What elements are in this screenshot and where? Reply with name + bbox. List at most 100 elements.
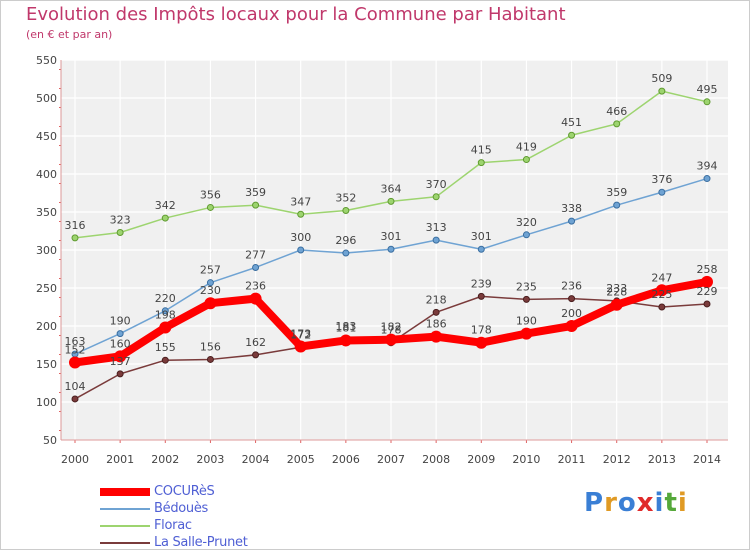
data-label: 190: [110, 315, 131, 328]
data-label: 347: [290, 195, 311, 208]
data-label: 356: [200, 188, 221, 201]
data-label: 277: [245, 248, 266, 261]
data-label: 258: [697, 263, 718, 276]
brand-letter: t: [664, 488, 678, 518]
data-label: 172: [290, 328, 311, 341]
data-label: 230: [200, 284, 221, 297]
y-tick-label: 500: [36, 92, 57, 105]
data-point: [568, 217, 576, 225]
data-point: [249, 292, 262, 305]
data-label: 394: [697, 160, 718, 173]
data-point: [69, 356, 81, 369]
data-label: 104: [65, 380, 86, 393]
data-point: [297, 210, 305, 218]
y-tick-label: 200: [36, 320, 57, 333]
data-point: [613, 120, 621, 128]
legend-item-la-salle-prunet[interactable]: La Salle-Prunet: [100, 535, 360, 552]
data-point: [703, 98, 711, 106]
chart-title: Evolution des Impôts locaux pour la Comm…: [26, 4, 566, 25]
data-label: 370: [426, 178, 447, 191]
data-point: [116, 370, 124, 378]
data-label: 301: [471, 230, 492, 243]
data-point: [206, 279, 214, 287]
data-label: 419: [516, 141, 537, 154]
data-point: [432, 236, 440, 244]
data-point: [342, 206, 350, 214]
data-label: 296: [335, 234, 356, 247]
data-point: [568, 131, 576, 139]
x-tick-label: 2010: [512, 453, 540, 466]
legend-item-bedoues[interactable]: Bédouès: [100, 501, 360, 518]
data-point: [294, 340, 307, 353]
data-point: [522, 295, 530, 303]
brand-letter: i: [677, 488, 688, 518]
data-point: [339, 334, 352, 347]
x-tick-label: 2008: [422, 453, 450, 466]
data-point: [655, 284, 668, 297]
x-tick-label: 2009: [467, 453, 495, 466]
data-point: [252, 263, 260, 271]
data-point: [568, 295, 576, 303]
data-label: 313: [426, 221, 447, 234]
data-point: [658, 303, 666, 311]
legend-label-la-salle-prunet: La Salle-Prunet: [154, 535, 248, 550]
data-label: 509: [651, 72, 672, 85]
chart-subtitle: (en € et par an): [26, 28, 113, 41]
data-point: [703, 300, 711, 308]
data-label: 300: [290, 231, 311, 244]
data-label: 359: [606, 186, 627, 199]
data-point: [430, 330, 443, 343]
data-point: [613, 201, 621, 209]
data-label: 316: [65, 219, 86, 232]
data-point: [252, 201, 260, 209]
data-label: 364: [381, 182, 402, 195]
data-label: 495: [697, 83, 718, 96]
y-tick-label: 250: [36, 282, 57, 295]
data-label: 323: [110, 214, 131, 227]
data-point: [703, 175, 711, 183]
data-point: [206, 203, 214, 211]
x-tick-label: 2012: [603, 453, 631, 466]
data-label: 160: [110, 337, 131, 350]
data-label: 338: [561, 202, 582, 215]
x-tick-label: 2011: [558, 453, 586, 466]
x-tick-label: 2007: [377, 453, 405, 466]
data-label: 156: [200, 340, 221, 353]
data-point: [658, 188, 666, 196]
chart-legend: COCURèS Bédouès Florac La Salle-Prunet: [100, 484, 360, 552]
data-point: [475, 336, 488, 349]
data-label: 451: [561, 116, 582, 129]
data-point: [114, 350, 127, 363]
legend-swatch-florac: [100, 525, 150, 527]
x-tick-label: 2005: [287, 453, 315, 466]
data-point: [161, 214, 169, 222]
data-point: [432, 193, 440, 201]
data-point: [387, 245, 395, 253]
legend-item-florac[interactable]: Florac: [100, 518, 360, 535]
x-tick-label: 2001: [106, 453, 134, 466]
data-label: 247: [651, 271, 672, 284]
legend-item-cocures[interactable]: COCURèS: [100, 484, 360, 501]
data-point: [432, 308, 440, 316]
data-label: 220: [155, 292, 176, 305]
data-point: [71, 234, 79, 242]
data-point: [477, 292, 485, 300]
data-label: 236: [561, 280, 582, 293]
data-label: 190: [516, 315, 537, 328]
data-point: [701, 275, 713, 288]
data-label: 415: [471, 144, 492, 157]
data-label: 183: [335, 320, 356, 333]
data-point: [477, 159, 485, 167]
brand-letter: r: [604, 488, 618, 518]
data-label: 376: [651, 173, 672, 186]
data-label: 352: [335, 191, 356, 204]
data-label: 229: [697, 285, 718, 298]
y-tick-label: 350: [36, 206, 57, 219]
data-label: 173: [290, 328, 311, 341]
brand-letter: i: [654, 488, 665, 518]
data-label: 239: [471, 277, 492, 290]
data-point: [116, 229, 124, 237]
data-label: 320: [516, 216, 537, 229]
data-point: [610, 298, 623, 311]
